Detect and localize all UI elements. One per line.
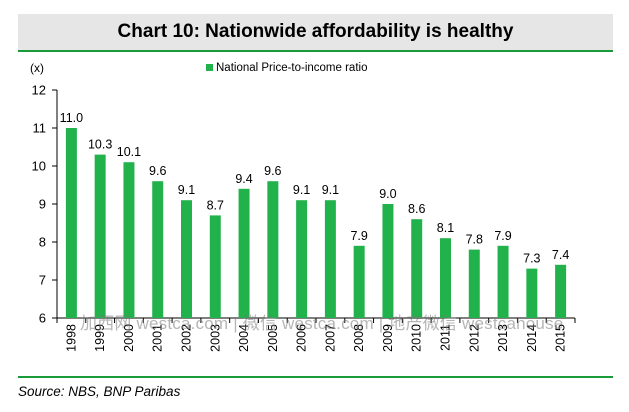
- data-label: 10.1: [117, 145, 141, 159]
- bar: [440, 238, 451, 318]
- x-tick-label: 2010: [410, 324, 424, 352]
- x-tick-label: 2009: [381, 324, 395, 352]
- x-tick-label: 2014: [525, 324, 539, 352]
- legend-swatch: [206, 64, 213, 71]
- data-label: 7.4: [552, 248, 569, 262]
- bar: [526, 268, 538, 318]
- data-label: 11.0: [60, 111, 83, 125]
- chart-title: Chart 10: Nationwide affordability is he…: [18, 14, 613, 52]
- data-label: 9.1: [178, 183, 195, 197]
- x-tick-label: 2003: [208, 324, 222, 352]
- bar: [65, 128, 77, 318]
- data-label: 9.6: [149, 164, 166, 178]
- bar: [324, 200, 336, 318]
- data-label: 9.1: [293, 183, 310, 197]
- data-label: 8.7: [207, 198, 224, 212]
- data-label: 9.0: [379, 187, 396, 201]
- bar: [468, 249, 480, 318]
- data-label: 8.1: [437, 221, 454, 235]
- x-tick-label: 2000: [122, 324, 136, 352]
- bar: [267, 181, 279, 318]
- x-tick-label: 2001: [151, 324, 165, 352]
- bar: [382, 204, 394, 318]
- x-tick-label: 2008: [352, 324, 366, 352]
- data-label: 7.3: [523, 252, 540, 266]
- bar: [353, 245, 365, 318]
- y-axis-unit-label: (x): [30, 61, 44, 75]
- y-tick-label: 6: [39, 311, 46, 326]
- y-tick-label: 11: [33, 121, 47, 136]
- x-tick-label: 2012: [467, 324, 481, 352]
- data-label: 7.9: [494, 229, 511, 243]
- x-tick-label: 2015: [554, 324, 568, 352]
- bar: [411, 219, 423, 318]
- bar-chart: (x) 6 7 8 9 10 11 12 National Price-to-income ra…: [30, 61, 576, 352]
- y-tick-label: 10: [32, 159, 46, 174]
- data-label: 9.6: [264, 164, 281, 178]
- bar: [296, 200, 308, 318]
- data-label: 9.1: [322, 183, 339, 197]
- legend-label: National Price-to-income ratio: [216, 62, 367, 74]
- x-tick-label: 2011: [439, 324, 453, 351]
- data-label: 7.8: [466, 233, 483, 247]
- bar: [94, 154, 106, 318]
- x-tick-label: 2013: [496, 324, 510, 352]
- bar: [209, 215, 221, 318]
- x-tick-label: 2005: [266, 324, 280, 352]
- y-tick-label: 12: [32, 83, 46, 98]
- source-note: Source: NBS, BNP Paribas: [18, 384, 181, 399]
- bar: [181, 200, 192, 318]
- x-tick-label: 2007: [323, 324, 337, 352]
- data-label: 7.9: [350, 229, 367, 243]
- bar: [152, 181, 164, 318]
- y-tick-label: 8: [39, 235, 46, 250]
- y-tick-label: 9: [39, 197, 46, 212]
- x-tick-label: 2002: [180, 324, 194, 352]
- bar: [123, 162, 135, 318]
- data-label: 9.4: [235, 172, 252, 186]
- bottom-divider: [18, 376, 613, 378]
- data-label: 10.3: [88, 138, 112, 152]
- x-tick-label: 1999: [93, 324, 107, 352]
- bar: [555, 264, 567, 318]
- data-label: 8.6: [408, 202, 425, 216]
- bar: [238, 188, 250, 318]
- x-tick-label: 2006: [295, 324, 309, 352]
- y-tick-label: 7: [39, 273, 46, 288]
- x-tick-label: 1998: [64, 324, 78, 352]
- bar: [497, 245, 509, 318]
- watermark-text: 加西网 westca.com | 微信 westca.com | 地产微信 we…: [80, 314, 564, 333]
- x-tick-label: 2004: [237, 324, 251, 352]
